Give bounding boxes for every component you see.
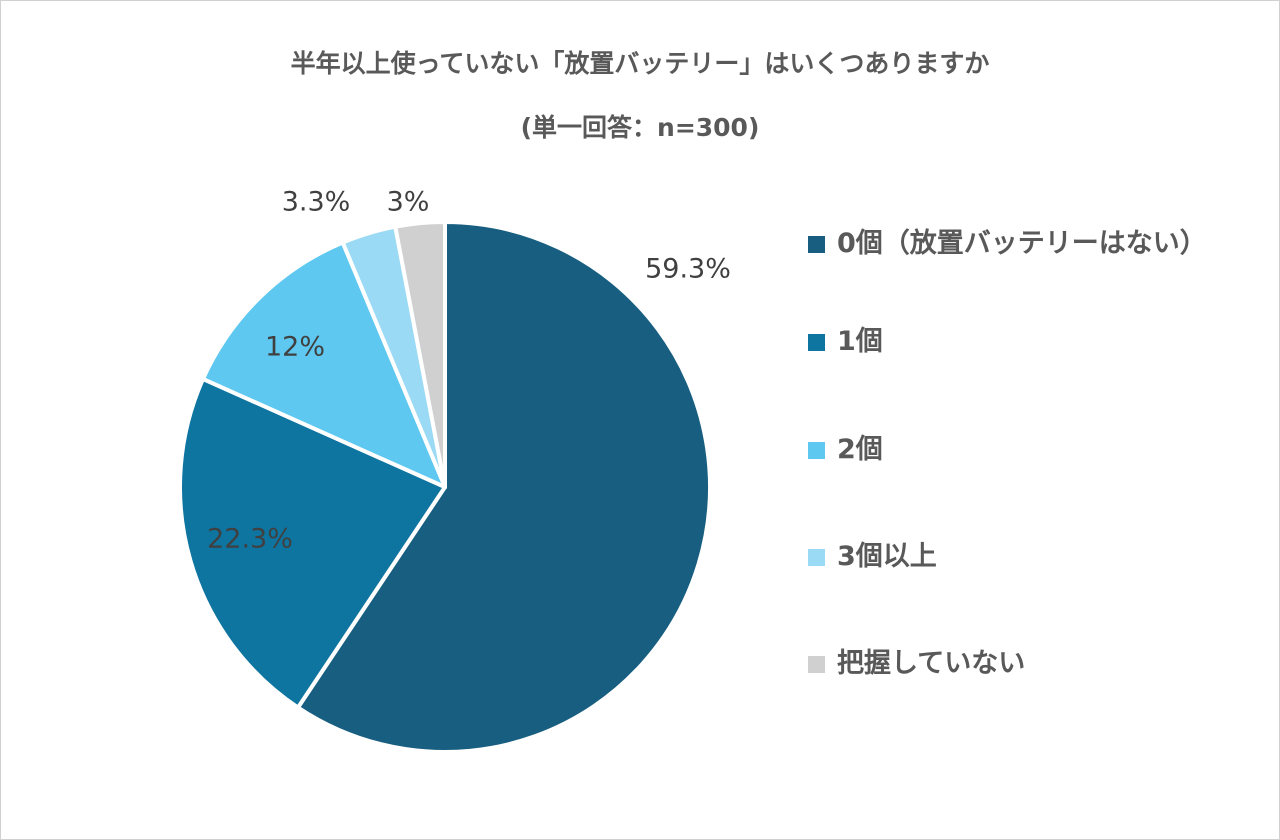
legend-item-1: 1個	[808, 313, 1237, 371]
legend-swatch	[808, 656, 825, 673]
data-label-3: 3.3%	[282, 187, 351, 218]
data-label-4: 3%	[387, 187, 430, 218]
pie-slice-4	[393, 220, 447, 489]
legend-label: 2個	[837, 434, 883, 465]
legend-swatch	[808, 334, 825, 351]
data-label-2: 12%	[265, 332, 325, 363]
legend-item-4: 把握していない	[808, 635, 1237, 693]
legend-label: 把握していない	[837, 648, 1026, 679]
legend-label: 0個（放置バッテリーはない）	[837, 228, 1207, 259]
pie-slice-0	[295, 220, 712, 754]
legend-label: 3個以上	[837, 541, 937, 572]
legend-item-3: 3個以上	[808, 528, 1237, 586]
legend-label: 1個	[837, 326, 883, 357]
pie-slice-1	[178, 376, 447, 710]
legend-swatch	[808, 549, 825, 566]
chart-title: 半年以上使っていない「放置バッテリー」はいくつありますか	[290, 49, 990, 78]
legend-swatch	[808, 442, 825, 459]
data-label-1: 22.3%	[207, 524, 293, 555]
pie-slice-2	[201, 240, 447, 489]
chart-subtitle: (単一回答：n=300)	[520, 113, 760, 142]
legend-item-2: 2個	[808, 421, 1237, 479]
legend-item-0: 0個（放置バッテリーはない）	[808, 215, 1237, 273]
legend-swatch	[808, 236, 825, 253]
data-label-0: 59.3%	[645, 254, 731, 285]
